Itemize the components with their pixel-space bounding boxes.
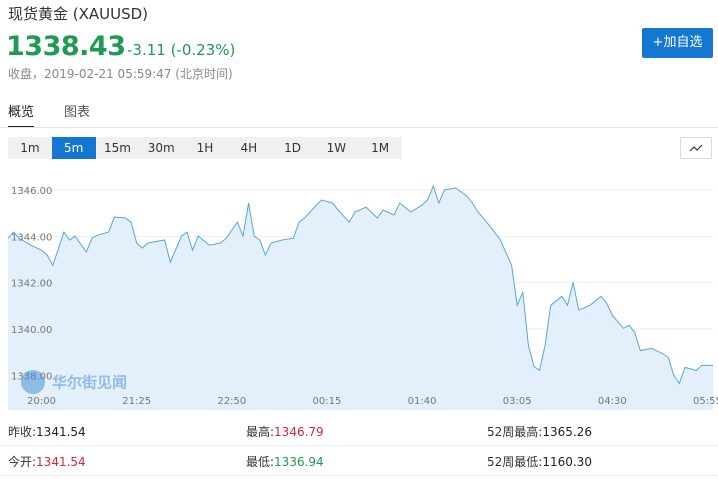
tab[interactable]: 图表: [64, 105, 91, 120]
x-tick-label: 01:40: [408, 396, 437, 407]
divider: [0, 127, 718, 128]
x-tick-label: 21:25: [122, 396, 151, 407]
title: 现货黄金 (XAUUSD): [8, 5, 149, 23]
stat-label: 52周最低:: [487, 455, 543, 469]
row-divider: [0, 445, 718, 446]
stat-label: 今开:: [8, 455, 37, 469]
chart-icon: [689, 144, 703, 152]
x-tick-label: 05:55: [693, 396, 718, 407]
stat-value: 1341.54: [36, 455, 86, 469]
interval-button[interactable]: 4H: [240, 141, 258, 155]
interval-button[interactable]: 1D: [284, 141, 302, 155]
interval-button[interactable]: 1H: [196, 141, 214, 155]
price-change: -3.11 (-0.23%): [127, 41, 236, 59]
add-watchlist-button[interactable]: +加自选: [642, 28, 713, 58]
line: [7, 184, 714, 385]
interval-button[interactable]: 1M: [371, 141, 390, 155]
watermark: 华尔街见闻: [21, 370, 127, 394]
stat-label: 昨收:: [8, 425, 37, 439]
stat-value: 1341.54: [36, 425, 86, 439]
chart: 1338.001340.001342.001344.001346.0020:00…: [7, 168, 718, 410]
y-tick-label: 1340.00: [11, 325, 52, 336]
stat: 今开:1341.54: [8, 453, 86, 470]
interval-button[interactable]: 5m: [51, 137, 96, 159]
watermark-text: 华尔街见闻: [52, 374, 127, 392]
stat: 52周最高:1365.26: [487, 423, 592, 440]
tab[interactable]: 概览: [8, 101, 35, 128]
watermark-logo: [21, 370, 45, 394]
y-tick-label: 1346.00: [11, 186, 52, 197]
x-tick-label: 20:00: [27, 396, 56, 407]
interval-button[interactable]: 15m: [103, 141, 131, 155]
y-tick-label: 1344.00: [11, 232, 52, 243]
stat: 最高:1346.79: [246, 423, 324, 440]
close-info: 收盘，2019-02-21 05:59:47 (北京时间): [8, 67, 233, 81]
stat: 52周最低:1160.30: [487, 453, 592, 470]
stat-label: 52周最高:: [487, 425, 543, 439]
interval-button[interactable]: 30m: [147, 141, 175, 155]
x-tick-label: 22:50: [217, 396, 246, 407]
x-tick-label: 03:05: [503, 396, 532, 407]
area: [8, 186, 713, 410]
x-tick-label: 04:30: [598, 396, 627, 407]
stat-value: 1346.79: [274, 425, 324, 439]
y-tick-label: 1342.00: [11, 279, 52, 290]
stat-label: 最高:: [246, 425, 275, 439]
stat-value: 1336.94: [274, 455, 324, 469]
stat-value: 1365.26: [542, 425, 592, 439]
interval-button[interactable]: 1m: [20, 141, 40, 155]
interval-bar: 1m 5m 15m 30m 1H 4H 1D 1W 1M: [8, 137, 402, 159]
stat: 昨收:1341.54: [8, 423, 86, 440]
stat: 最低:1336.94: [246, 453, 324, 470]
row-divider: [0, 475, 718, 476]
price: 1338.43: [6, 31, 126, 62]
stat-value: 1160.30: [542, 455, 592, 469]
x-tick-label: 00:15: [313, 396, 342, 407]
interval-button[interactable]: 1W: [326, 141, 347, 155]
chart-type-button[interactable]: [680, 137, 712, 159]
stat-label: 最低:: [246, 455, 275, 469]
